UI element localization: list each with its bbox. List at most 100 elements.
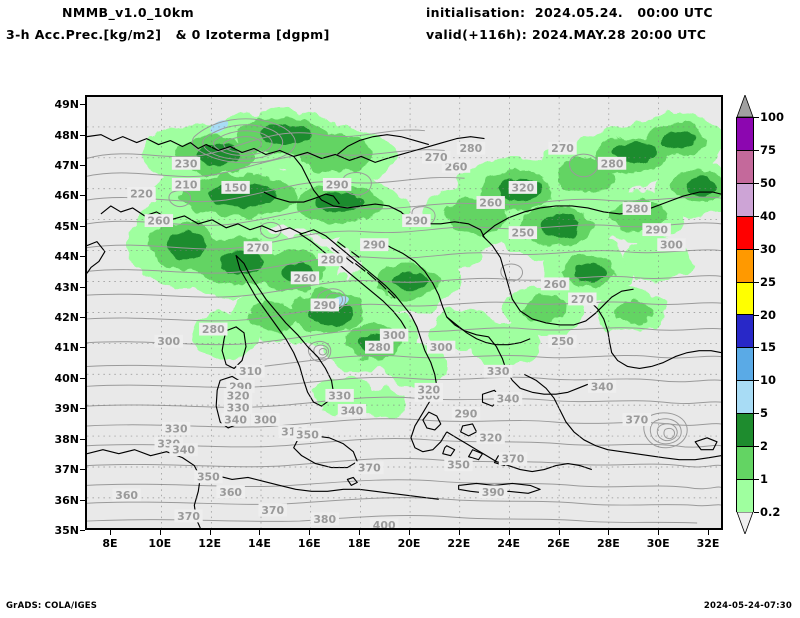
colorbar-tick-label: 50 — [760, 175, 777, 190]
contour-label: 250 — [551, 335, 574, 348]
y-tick-mark — [80, 164, 85, 166]
colorbar-tick-label: 40 — [760, 208, 777, 223]
contour-label: 150 — [224, 181, 247, 194]
contour-label-bg — [657, 238, 686, 252]
contour-label-bg — [548, 141, 577, 155]
contour-label-bg — [402, 214, 431, 228]
contour-label-bg — [476, 431, 505, 445]
contour-label-bg — [322, 177, 352, 191]
contour-label: 230 — [175, 157, 198, 170]
contour-label: 370 — [261, 504, 284, 517]
contour-label: 350 — [447, 459, 470, 472]
contour-label-bg — [451, 407, 481, 420]
x-tick-mark — [408, 530, 410, 535]
map-canvas: 1502102202302502502602602602602602702702… — [87, 97, 721, 528]
colorbar-tick-mark — [754, 380, 759, 382]
y-tick-label: 42N — [54, 311, 79, 325]
y-tick-label: 48N — [54, 128, 79, 142]
colorbar-tick-label: 30 — [760, 241, 777, 256]
chart-header: NMMB_v1.0_10km 3-h Acc.Prec.[kg/m2] & 0 … — [0, 0, 800, 50]
colorbar-segment — [737, 282, 753, 316]
x-tick-label: 32E — [696, 537, 720, 550]
valid-time-label: valid(+116h): 2024.MAY.28 20:00 UTC — [426, 27, 707, 42]
x-tick-mark — [658, 530, 660, 535]
y-tick-label: 45N — [54, 219, 79, 233]
y-tick-label: 43N — [54, 280, 79, 294]
y-tick-label: 39N — [54, 402, 79, 416]
y-tick-mark — [80, 438, 85, 440]
contour-label: 250 — [511, 227, 534, 240]
x-tick-label: 28E — [596, 537, 620, 550]
colorbar-tick-label: 25 — [760, 274, 777, 289]
contour-label-bg — [379, 328, 409, 342]
contour-label-bg — [337, 404, 367, 417]
contour-label: 340 — [497, 392, 520, 405]
contour-label-bg — [642, 223, 671, 237]
x-tick-mark — [259, 530, 261, 535]
footer-timestamp-label: 2024-05-24-07:30 — [703, 601, 792, 611]
contour-label: 330 — [487, 365, 510, 378]
contour-label: 280 — [321, 254, 344, 267]
contour-label-bg — [144, 214, 174, 228]
contour-label: 290 — [363, 239, 386, 252]
contour-label-bg — [310, 298, 339, 312]
contour-label-bg — [199, 322, 228, 336]
contour-label-bg — [194, 470, 223, 484]
contour-label-bg — [568, 292, 597, 306]
contour-label-bg — [310, 512, 339, 526]
colorbar-tick-mark — [754, 215, 759, 217]
contour-label-bg — [360, 238, 389, 252]
contour-label: 320 — [227, 389, 250, 402]
contour-label: 300 — [430, 341, 453, 354]
contour-label: 350 — [296, 429, 319, 442]
x-tick-mark — [359, 530, 361, 535]
y-tick-mark — [80, 499, 85, 501]
contour-label-bg — [174, 509, 203, 523]
contour-label-bg — [223, 388, 253, 402]
contour-label-bg — [258, 503, 287, 517]
contour-label: 280 — [625, 202, 648, 215]
x-tick-label: 16E — [297, 537, 321, 550]
contour-label: 280 — [368, 341, 391, 354]
x-tick-label: 22E — [447, 537, 471, 550]
contour-value-labels: 1502102202302502502602602602602602702702… — [112, 141, 686, 528]
y-tick-mark — [80, 347, 85, 349]
x-tick-mark — [309, 530, 311, 535]
contour-label: 370 — [502, 453, 525, 466]
contour-label-bg — [540, 277, 570, 291]
contour-label-bg — [369, 518, 399, 528]
contour-label: 340 — [591, 380, 614, 393]
colorbar-tick-label: 5 — [760, 406, 769, 421]
x-tick-mark — [608, 530, 610, 535]
contour-label: 320 — [417, 383, 440, 396]
y-tick-label: 38N — [54, 432, 79, 446]
contour-label: 270 — [551, 142, 574, 155]
y-tick-label: 41N — [54, 341, 79, 355]
contour-label: 320 — [479, 432, 502, 445]
model-name-label: NMMB_v1.0_10km — [62, 5, 194, 20]
contour-label: 400 — [373, 519, 396, 528]
colorbar-tick-mark — [754, 347, 759, 349]
contour-label: 370 — [358, 462, 381, 475]
contour-label: 320 — [511, 181, 534, 194]
initialisation-time-label: initialisation: 2024.05.24. 00:00 UTC — [426, 5, 713, 20]
colorbar-segment — [737, 414, 753, 448]
contour-label: 280 — [601, 157, 624, 170]
colorbar-tick-mark — [754, 182, 759, 184]
colorbar-segment — [737, 447, 753, 480]
colorbar-legend: 0.2 1 2 5 10 15 20 25 30 40 50 75 100 — [730, 95, 794, 535]
y-tick-label: 44N — [54, 250, 79, 264]
contour-label: 270 — [425, 151, 448, 164]
colorbar-under-arrow — [736, 512, 754, 534]
colorbar-tick-mark — [754, 314, 759, 316]
colorbar-segment — [737, 381, 753, 415]
colorbar-tick-label: 10 — [760, 373, 777, 388]
contour-label-bg — [154, 334, 183, 348]
y-tick-label: 46N — [54, 189, 79, 203]
contour-label: 310 — [239, 365, 262, 378]
y-tick-label: 49N — [54, 98, 79, 112]
colorbar-segment — [737, 150, 753, 184]
contour-label-bg — [414, 382, 443, 396]
y-tick-mark — [80, 256, 85, 258]
y-tick-mark — [80, 377, 85, 379]
